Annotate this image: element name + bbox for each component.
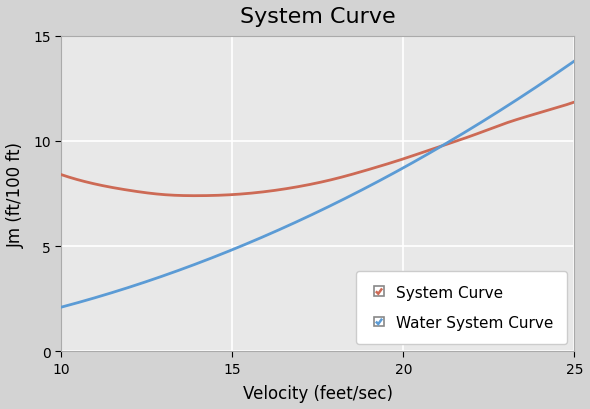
Title: System Curve: System Curve <box>240 7 396 27</box>
Y-axis label: Jm (ft/100 ft): Jm (ft/100 ft) <box>7 141 25 247</box>
Legend: System Curve, Water System Curve: System Curve, Water System Curve <box>356 271 566 344</box>
X-axis label: Velocity (feet/sec): Velocity (feet/sec) <box>243 384 393 402</box>
